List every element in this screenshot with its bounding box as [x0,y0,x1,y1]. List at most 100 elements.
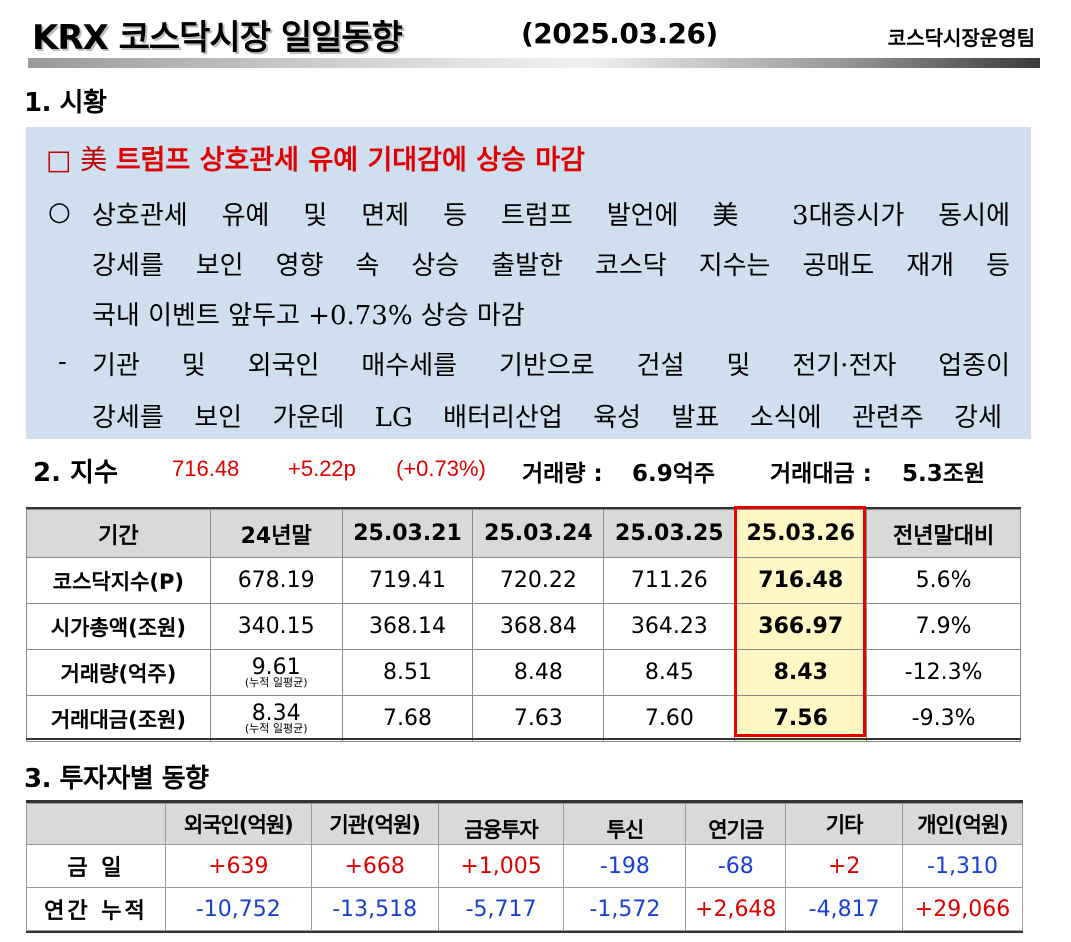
cell-individual: -1,310 [902,844,1023,888]
table-row: 금 일 +639 +668 +1,005 -198 -68 +2 -1,310 [26,844,1023,888]
cell-change: -9.3% [866,695,1021,742]
col-2024-end: 24년말 [209,509,343,558]
col-financial-investment: 금융투자 [437,803,565,845]
report-team: 코스닥시장운영팀 [887,26,1035,50]
headline-text: 트럼프 상호관세 유예 기대감에 상승 마감 [115,145,585,176]
col-date-1: 25.03.21 [341,509,474,558]
cell-value-stacked: 8.34 (누적 일평균) [209,695,343,742]
market-line-2: 강세를 보인 영향 속 상승 출발한 코스닥 지수는 공매도 재개 등 [92,251,1010,281]
market-line-1: 상호관세 유예 및 면제 등 트럼프 발언에 美 3대증시가 동시에 [92,201,1010,231]
market-summary-box [26,127,1031,439]
cell-main-value: 9.61 [251,655,301,680]
index-change-point: +5.22p [288,456,356,481]
cell-today: 7.56 [734,695,868,742]
cell-value: 7.68 [341,695,474,742]
cell-value-stacked: 9.61 (누적 일평균) [209,649,343,696]
cell-value: 678.19 [209,557,343,604]
cell-pension: +2,648 [685,887,787,931]
col-individual: 개인(억원) [902,803,1023,845]
volume-value: 6.9억주 [632,461,716,487]
col-date-2: 25.03.24 [472,509,605,558]
col-ytd-change: 전년말대비 [866,509,1021,558]
report-title: KRX 코스닥시장 일일동향 [32,18,403,58]
row-label-ytd: 연간 누적 [26,887,166,931]
row-label: 거래대금(조원) [26,695,211,742]
cell-value: 720.22 [472,557,605,604]
cell-value: 8.45 [603,649,736,696]
report-date: (2025.03.26) [521,17,718,50]
index-table: 기간 24년말 25.03.21 25.03.24 25.03.25 25.03… [26,509,1021,742]
cell-value: 364.23 [603,603,736,650]
col-institution: 기관(억원) [310,803,439,845]
col-blank [26,803,166,845]
cell-other: +2 [785,844,904,888]
col-foreign: 외국인(억원) [164,803,312,845]
bullet-dash-icon: - [58,347,67,377]
bullet-circle-icon: ○ [48,197,71,227]
cell-value: 7.63 [472,695,605,742]
cell-financial-investment: +1,005 [437,844,565,888]
cell-change: -12.3% [866,649,1021,696]
trading-value-label: 거래대금 : [770,461,872,487]
section-index-title: 2. 지수 [33,458,118,488]
cell-value: 8.51 [341,649,474,696]
cell-today: 716.48 [734,557,868,604]
cell-value: 340.15 [209,603,343,650]
cell-institution: -13,518 [310,887,439,931]
col-other: 기타 [785,803,904,845]
cell-value: 368.84 [472,603,605,650]
index-table-header-row: 기간 24년말 25.03.21 25.03.24 25.03.25 25.03… [26,509,1021,558]
market-line-4: 기관 및 외국인 매수세를 기반으로 건설 및 전기·전자 업종이 [92,351,1010,381]
row-label: 코스닥지수(P) [26,557,211,604]
cell-institution: +668 [310,844,439,888]
cell-investment-trust: -1,572 [563,887,687,931]
cell-individual: +29,066 [902,887,1023,931]
headline-marker: □ 美 [46,145,108,176]
index-table-bottom-rule [26,738,1021,740]
market-line-3: 국내 이벤트 앞두고 +0.73% 상승 마감 [92,301,525,331]
cell-financial-investment: -5,717 [437,887,565,931]
cell-sub-note: (누적 일평균) [244,676,308,689]
section-investor-title: 3. 투자자별 동향 [24,764,209,794]
table-row: 거래량(억주) 9.61 (누적 일평균) 8.51 8.48 8.45 8.4… [26,649,1021,696]
col-investment-trust: 투신 [563,803,687,845]
table-row: 시가총액(조원) 340.15 368.14 368.84 364.23 366… [26,603,1021,650]
cell-investment-trust: -198 [563,844,687,888]
investor-table: 외국인(억원) 기관(억원) 금융투자 투신 연기금 기타 개인(억원) 금 일… [26,803,1023,931]
row-label-today: 금 일 [26,844,166,888]
table-row: 코스닥지수(P) 678.19 719.41 720.22 711.26 716… [26,557,1021,604]
trading-value-value: 5.3조원 [902,461,986,487]
header-divider [28,58,1040,68]
cell-value: 711.26 [603,557,736,604]
cell-sub-note: (누적 일평균) [244,722,308,735]
table-row: 연간 누적 -10,752 -13,518 -5,717 -1,572 +2,6… [26,887,1023,931]
row-label: 거래량(억주) [26,649,211,696]
cell-main-value: 8.34 [251,701,301,726]
col-date-3: 25.03.25 [603,509,736,558]
index-change-percent: (+0.73%) [396,456,486,481]
cell-value: 8.48 [472,649,605,696]
cell-today: 8.43 [734,649,868,696]
investor-table-top-rule [26,800,1023,803]
index-table-top-rule [26,507,1021,510]
cell-change: 5.6% [866,557,1021,604]
cell-foreign: -10,752 [164,887,312,931]
row-label: 시가총액(조원) [26,603,211,650]
cell-pension: -68 [685,844,787,888]
market-line-5: 강세를 보인 가운데 LG 배터리산업 육성 발표 소식에 관련주 강세 [92,403,1002,433]
cell-change: 7.9% [866,603,1021,650]
cell-foreign: +639 [164,844,312,888]
col-pension: 연기금 [685,803,787,845]
market-headline: □ 美 트럼프 상호관세 유예 기대감에 상승 마감 [46,138,585,177]
section-market-title: 1. 시황 [24,88,107,118]
investor-header-row: 외국인(억원) 기관(억원) 금융투자 투신 연기금 기타 개인(억원) [26,803,1023,845]
cell-value: 368.14 [341,603,474,650]
col-date-today: 25.03.26 [734,509,868,558]
cell-other: -4,817 [785,887,904,931]
cell-value: 719.41 [341,557,474,604]
cell-today: 366.97 [734,603,868,650]
volume-label: 거래량 : [522,461,603,487]
cell-value: 7.60 [603,695,736,742]
table-row: 거래대금(조원) 8.34 (누적 일평균) 7.68 7.63 7.60 7.… [26,695,1021,742]
index-value: 716.48 [172,456,240,481]
